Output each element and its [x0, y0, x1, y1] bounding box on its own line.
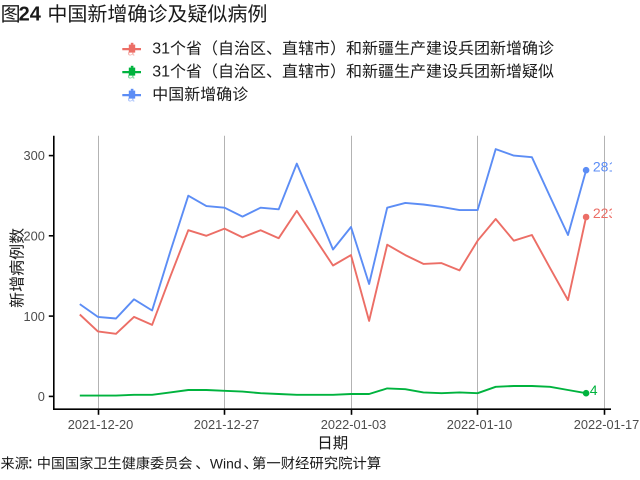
svg-text:2022-01-17: 2022-01-17: [574, 417, 639, 432]
svg-text:Wind: Wind: [210, 455, 242, 471]
svg-text:31: 31: [152, 64, 170, 81]
svg-text:2022-01-10: 2022-01-10: [447, 417, 512, 432]
svg-text:300: 300: [24, 148, 45, 163]
svg-text:223: 223: [593, 205, 617, 221]
svg-text:31: 31: [152, 41, 170, 58]
svg-text:4: 4: [590, 382, 598, 398]
svg-text:100: 100: [24, 309, 45, 324]
svg-text:200: 200: [24, 229, 45, 244]
svg-text:2021-12-20: 2021-12-20: [68, 417, 133, 432]
svg-text:2022-01-03: 2022-01-03: [321, 417, 386, 432]
svg-text:281: 281: [593, 158, 617, 174]
svg-text:0: 0: [38, 389, 45, 404]
svg-text:24: 24: [19, 4, 42, 26]
svg-text:2021-12-27: 2021-12-27: [194, 417, 259, 432]
